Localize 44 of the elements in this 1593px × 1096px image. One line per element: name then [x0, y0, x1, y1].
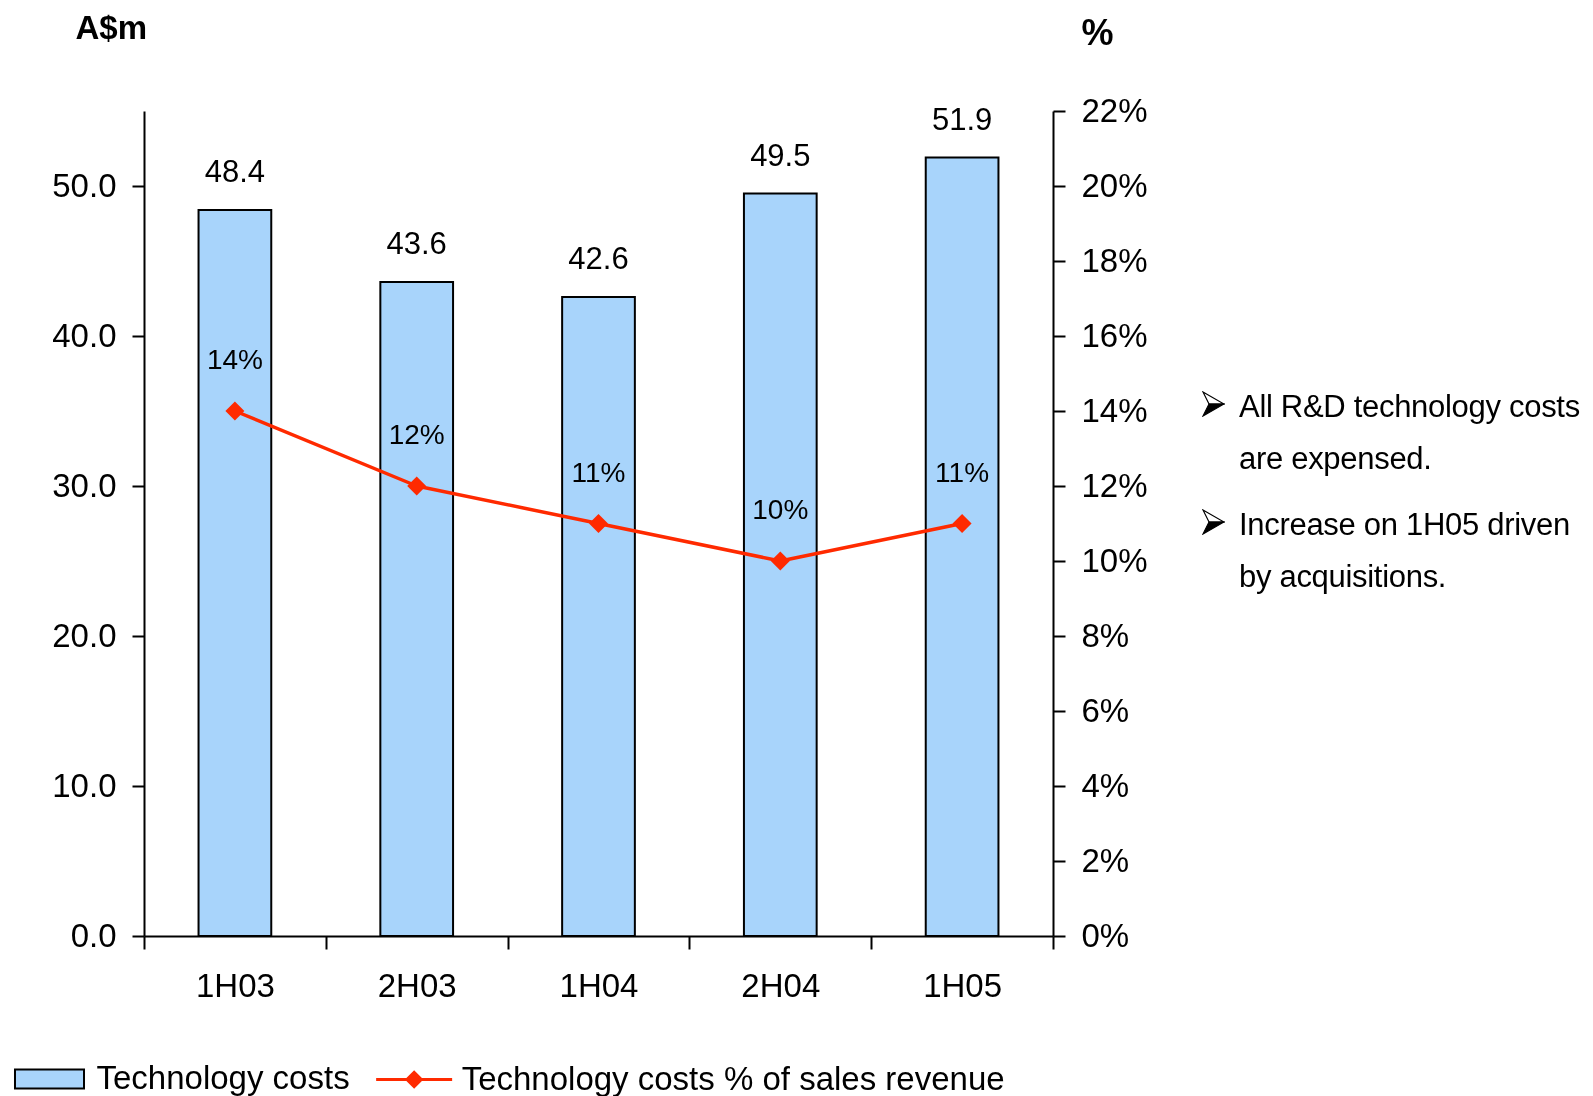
point [589, 514, 608, 533]
point [771, 551, 790, 571]
data-label: 11% [571, 456, 626, 488]
x-tick-label: 1H05 [923, 966, 1003, 1004]
y2-tick-label: 20% [1081, 166, 1148, 204]
point [407, 476, 426, 496]
y2-tick-label: 14% [1081, 391, 1148, 429]
x-tick-label: 1H03 [195, 966, 275, 1004]
y2-tick-label: 22% [1081, 91, 1148, 129]
data-label: 43.6 [386, 226, 447, 261]
data-label: 10% [752, 494, 809, 525]
text: All R&D technology costs are expensed. [1239, 388, 1581, 478]
y2-tick-label: 16% [1081, 316, 1148, 354]
data-label: 51.9 [931, 101, 993, 137]
y2-tick-label: 8% [1081, 616, 1130, 654]
y2-tick-label: 4% [1081, 766, 1130, 804]
y2-tick-label: 0% [1081, 916, 1130, 954]
y2-tick-label: 10% [1081, 541, 1148, 579]
data-label: 42.6 [568, 241, 629, 276]
y-tick-label: 0.0 [70, 916, 117, 954]
legend-label: Technology costs % of sales revenue [461, 1059, 1005, 1096]
data-label: 49.5 [750, 137, 811, 173]
x-tick-label: 2H03 [377, 966, 457, 1004]
point [225, 401, 244, 421]
data-label: 11% [935, 456, 990, 488]
data-label: 14% [206, 344, 263, 375]
y2-tick-label: 12% [1081, 466, 1148, 504]
text: Increase on 1H05 driven by acquisitions. [1239, 506, 1571, 596]
y-tick-label: 20.0 [52, 616, 117, 654]
y2-tick-label: 6% [1081, 691, 1130, 729]
y2-tick-label: 18% [1081, 241, 1148, 279]
y2-tick-label: 2% [1081, 841, 1130, 879]
y-tick-label: 40.0 [52, 316, 117, 354]
y-tick-label: 50.0 [52, 166, 117, 204]
y-tick-label: 10.0 [52, 766, 117, 804]
x-tick-label: 1H04 [559, 966, 639, 1004]
x-tick-label: 2H04 [741, 966, 821, 1004]
data-label: 12% [388, 419, 445, 450]
legend-label: Technology costs [96, 1059, 350, 1096]
y-tick-label: 30.0 [52, 466, 117, 504]
data-label: 48.4 [204, 154, 266, 189]
y2-axis-title: % [1081, 11, 1114, 53]
point [953, 514, 972, 533]
y-axis-title: A$m [75, 8, 148, 46]
